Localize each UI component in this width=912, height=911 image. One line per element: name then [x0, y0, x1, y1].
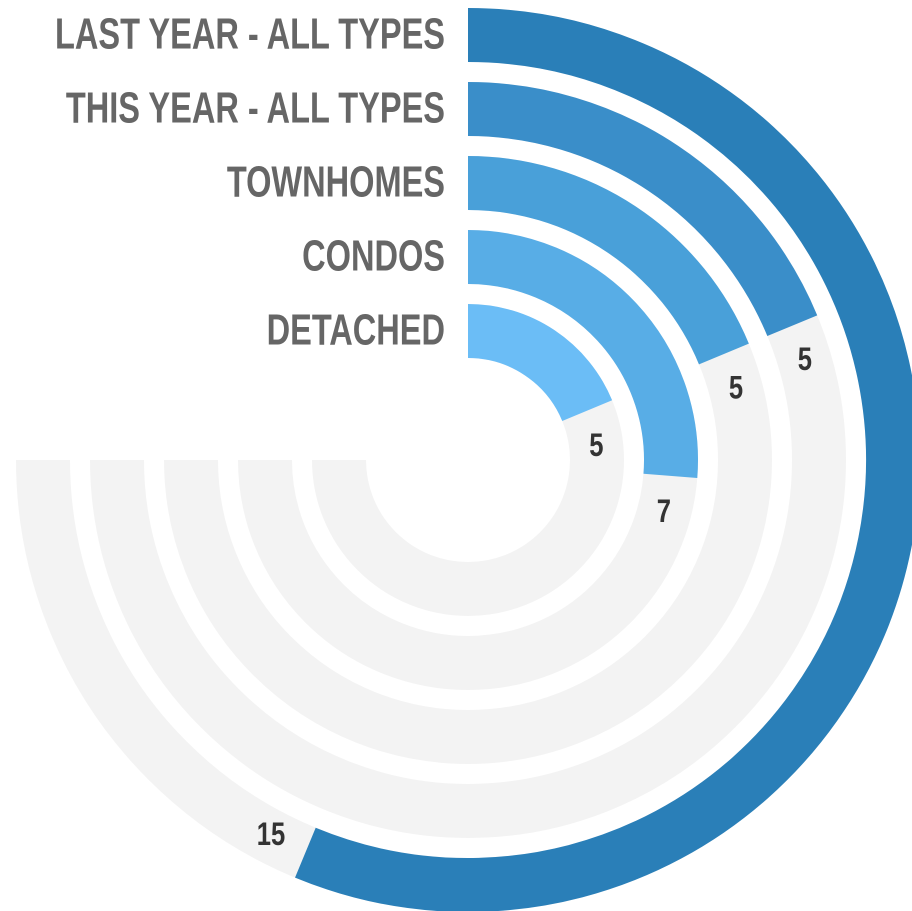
bar	[467, 156, 749, 365]
bar	[467, 304, 613, 422]
category-label: CONDOS	[302, 232, 445, 281]
category-label: LAST YEAR - ALL TYPES	[55, 10, 445, 59]
value-label: 7	[657, 494, 671, 529]
value-label: 15	[257, 817, 285, 852]
bar	[295, 8, 912, 911]
category-label: DETACHED	[267, 306, 445, 355]
bar	[467, 230, 698, 479]
value-label: 5	[729, 371, 743, 406]
category-label: THIS YEAR - ALL TYPES	[66, 84, 445, 133]
category-label: TOWNHOMES	[227, 158, 445, 207]
bar	[467, 82, 818, 337]
value-label: 5	[589, 428, 603, 463]
value-label: 5	[798, 342, 812, 377]
